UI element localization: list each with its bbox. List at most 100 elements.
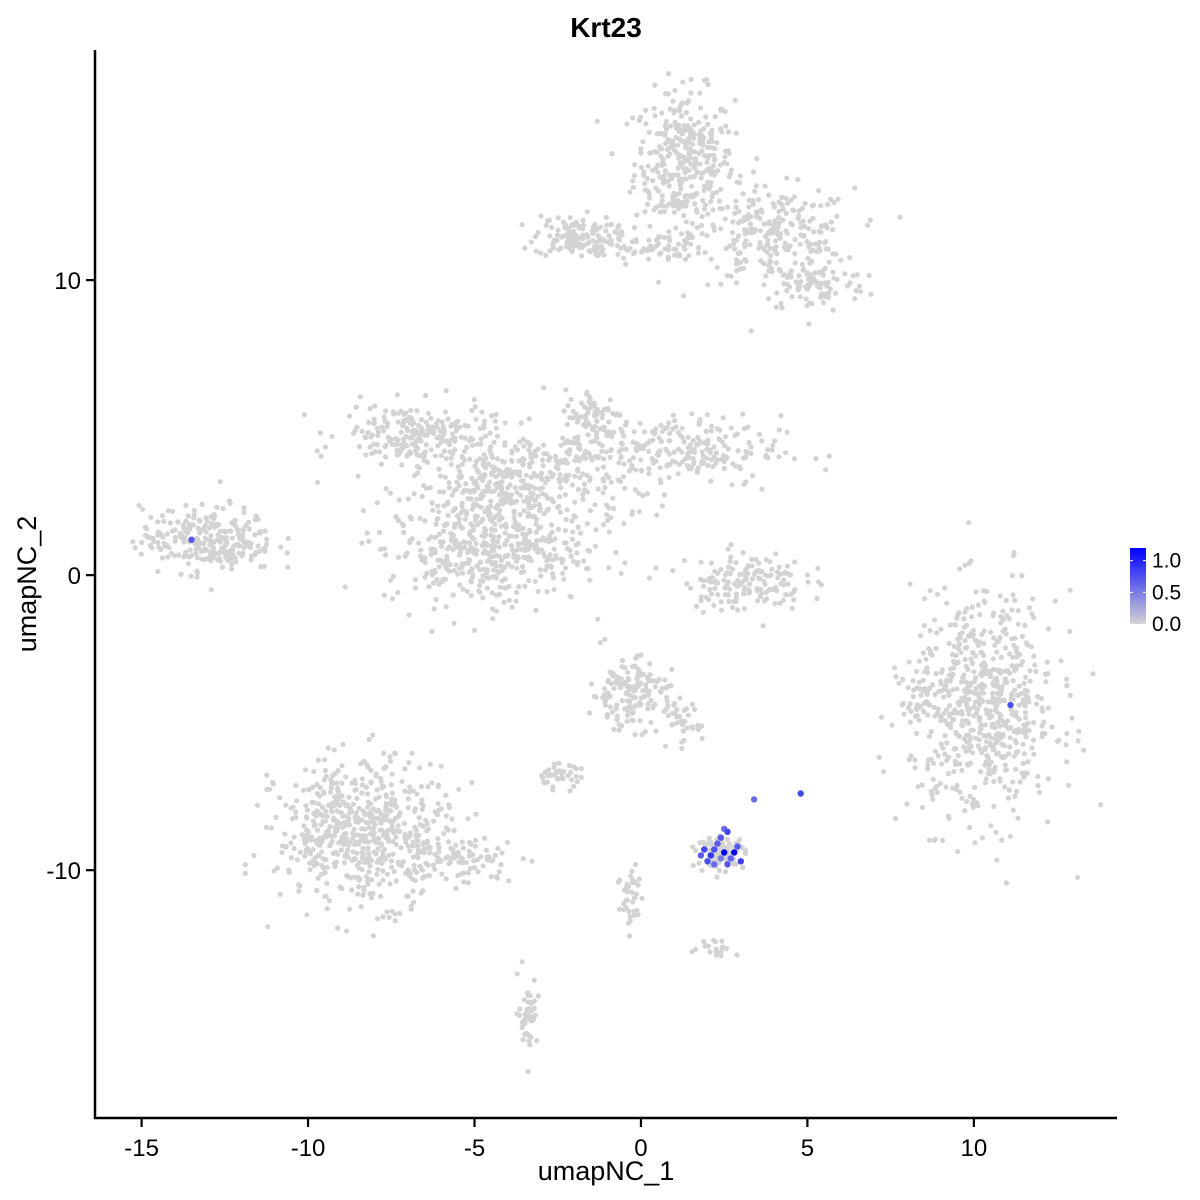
cell-point bbox=[493, 575, 499, 581]
cell-point bbox=[478, 436, 484, 442]
cell-point bbox=[459, 561, 465, 567]
cell-point bbox=[957, 631, 963, 637]
cell-point bbox=[315, 875, 321, 881]
cell-point bbox=[620, 255, 627, 261]
cell-point bbox=[943, 784, 949, 790]
cell-point bbox=[480, 550, 486, 556]
cell-point bbox=[470, 503, 476, 509]
cell-point bbox=[315, 852, 321, 859]
cell-point bbox=[1049, 724, 1055, 730]
cell-point bbox=[659, 503, 666, 509]
cell-point bbox=[310, 784, 316, 790]
cell-point bbox=[431, 606, 437, 612]
cell-point bbox=[490, 554, 496, 560]
cell-point bbox=[769, 447, 775, 453]
cell-point bbox=[633, 655, 639, 661]
cell-point bbox=[1042, 730, 1048, 737]
cell-point bbox=[378, 546, 384, 552]
cell-point bbox=[776, 266, 782, 272]
cell-point bbox=[544, 589, 550, 595]
cell-point bbox=[204, 547, 210, 553]
cell-point bbox=[969, 801, 975, 807]
cell-point bbox=[797, 241, 803, 247]
cell-point bbox=[422, 518, 428, 524]
cell-point bbox=[222, 542, 228, 548]
cell-point bbox=[216, 556, 223, 562]
cell-point bbox=[229, 535, 235, 541]
cell-point bbox=[343, 774, 349, 780]
cell-point bbox=[443, 456, 449, 462]
cell-point bbox=[568, 234, 575, 240]
cell-point bbox=[712, 114, 718, 120]
cell-point bbox=[339, 885, 345, 892]
cell-point bbox=[698, 594, 704, 600]
cell-point bbox=[1023, 700, 1029, 706]
cell-point bbox=[285, 564, 291, 570]
cell-point bbox=[995, 737, 1002, 743]
cell-point bbox=[926, 646, 932, 652]
cell-point bbox=[718, 186, 724, 192]
cell-point bbox=[905, 705, 912, 711]
cell-point bbox=[186, 522, 192, 528]
cell-point bbox=[229, 561, 235, 568]
cell-point bbox=[590, 425, 596, 431]
cell-point bbox=[757, 594, 763, 600]
cell-point bbox=[1010, 678, 1016, 684]
cell-point bbox=[463, 540, 469, 546]
cell-point bbox=[251, 852, 257, 859]
cell-point bbox=[957, 566, 963, 572]
cell-point bbox=[514, 447, 521, 453]
cell-point bbox=[594, 118, 600, 124]
cell-point bbox=[419, 555, 425, 561]
cell-point bbox=[1005, 795, 1012, 801]
cell-point bbox=[685, 123, 691, 129]
cell-point bbox=[366, 538, 372, 545]
cell-point bbox=[955, 753, 961, 759]
cell-point bbox=[1007, 833, 1014, 840]
cell-point bbox=[684, 240, 690, 246]
cell-point bbox=[733, 204, 739, 210]
cell-point bbox=[645, 163, 651, 169]
cell-point bbox=[291, 845, 297, 852]
cell-point bbox=[378, 461, 384, 467]
cell-point bbox=[649, 429, 656, 435]
cell-point bbox=[594, 406, 601, 412]
cell-point bbox=[907, 581, 913, 587]
cell-point bbox=[352, 777, 358, 784]
cell-point bbox=[1027, 668, 1033, 674]
cell-point bbox=[199, 501, 205, 507]
cell-point bbox=[767, 258, 773, 264]
cell-point bbox=[494, 873, 500, 880]
cell-point bbox=[697, 90, 703, 96]
cell-point bbox=[187, 547, 193, 553]
expressing-cell-point bbox=[797, 790, 804, 797]
cell-point bbox=[672, 119, 678, 125]
cell-point bbox=[709, 423, 715, 429]
cell-point bbox=[927, 651, 934, 657]
cell-point bbox=[982, 663, 989, 669]
cell-point bbox=[732, 210, 738, 216]
cell-point bbox=[580, 422, 587, 428]
cell-point bbox=[725, 129, 732, 135]
cluster-star-left-arm bbox=[301, 388, 526, 471]
cell-point bbox=[594, 466, 601, 472]
cell-point bbox=[155, 568, 161, 575]
cell-point bbox=[971, 704, 977, 711]
cell-point bbox=[611, 685, 617, 692]
cell-point bbox=[243, 523, 249, 529]
cell-point bbox=[227, 528, 233, 534]
cell-point bbox=[370, 815, 376, 821]
cell-point bbox=[997, 634, 1003, 640]
cell-point bbox=[994, 857, 1000, 863]
cell-point bbox=[509, 604, 515, 610]
cell-point bbox=[892, 815, 899, 822]
cell-point bbox=[573, 773, 579, 779]
cell-point bbox=[771, 246, 778, 252]
cell-point bbox=[521, 569, 527, 575]
cell-point bbox=[350, 835, 356, 841]
cell-point bbox=[363, 873, 369, 880]
legend-tick-label: 0.5 bbox=[1152, 581, 1181, 604]
cell-point bbox=[392, 911, 398, 917]
cell-point bbox=[242, 862, 248, 868]
cell-point bbox=[388, 758, 394, 764]
